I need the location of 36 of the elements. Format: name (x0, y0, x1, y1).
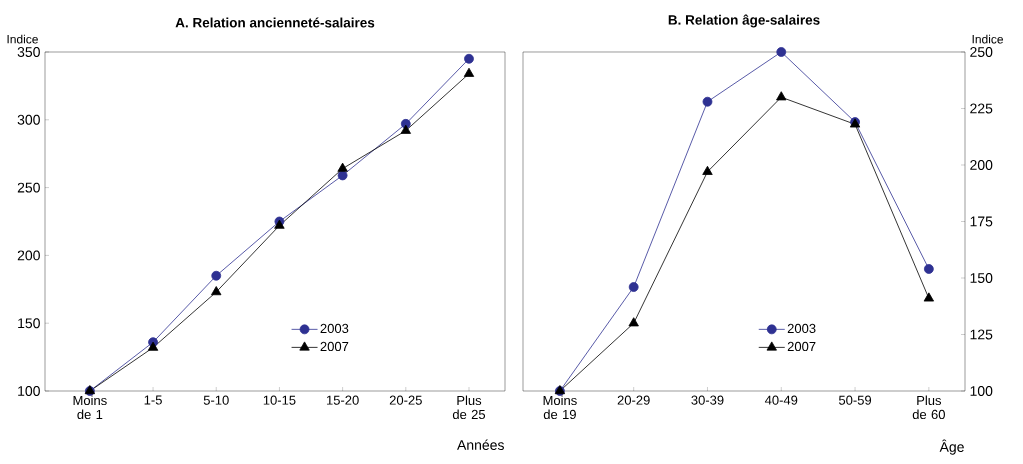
x-tick-label: Plus de 25 (452, 395, 486, 420)
y2-tick-label: 250 (970, 47, 993, 57)
y-axis-title: Indice (7, 34, 38, 44)
x-axis-title: Âge (939, 439, 964, 455)
y2-tick-label: 100 (970, 386, 993, 396)
x-tick-label: Moins de 1 (73, 395, 107, 420)
y2-tick-label: 200 (970, 160, 993, 170)
x-tick-label: 50-59 (838, 395, 872, 405)
chart-title: B. Relation âge-salaires (668, 14, 820, 28)
y-tick-label: 200 (17, 250, 40, 261)
y2-tick-label: 150 (970, 273, 993, 283)
x-tick-label: 15-20 (326, 395, 359, 405)
y-tick-label: 350 (17, 47, 40, 57)
x-tick-label: 30-39 (691, 395, 724, 405)
x-tick-label: 20-29 (617, 395, 650, 405)
legend-label: 2003 (320, 323, 349, 334)
x-tick-label: Plus de 60 (912, 395, 945, 420)
y2-tick-label: 125 (970, 329, 993, 340)
y-tick-label: 250 (17, 182, 40, 193)
y-tick-label: 300 (17, 114, 40, 125)
legend-label: 2007 (787, 341, 816, 352)
x-axis-title: Années (457, 439, 504, 450)
y2-tick-label: 175 (970, 216, 993, 227)
legend-label: 2003 (787, 323, 816, 334)
y2-axis-title: Indice (972, 34, 1004, 44)
x-tick-label: Moins de 19 (543, 395, 577, 420)
x-tick-label: 10-15 (263, 395, 296, 405)
x-tick-label: 20-25 (389, 395, 422, 405)
legend-label: 2007 (320, 341, 349, 352)
chart-title: A. Relation ancienneté-salaires (175, 17, 375, 28)
y2-tick-label: 225 (970, 103, 993, 114)
y-tick-label: 100 (18, 386, 40, 396)
x-tick-label: 1-5 (144, 395, 162, 405)
x-tick-label: 5-10 (203, 395, 229, 405)
x-tick-label: 40-49 (764, 395, 798, 405)
y-tick-label: 150 (18, 318, 40, 329)
